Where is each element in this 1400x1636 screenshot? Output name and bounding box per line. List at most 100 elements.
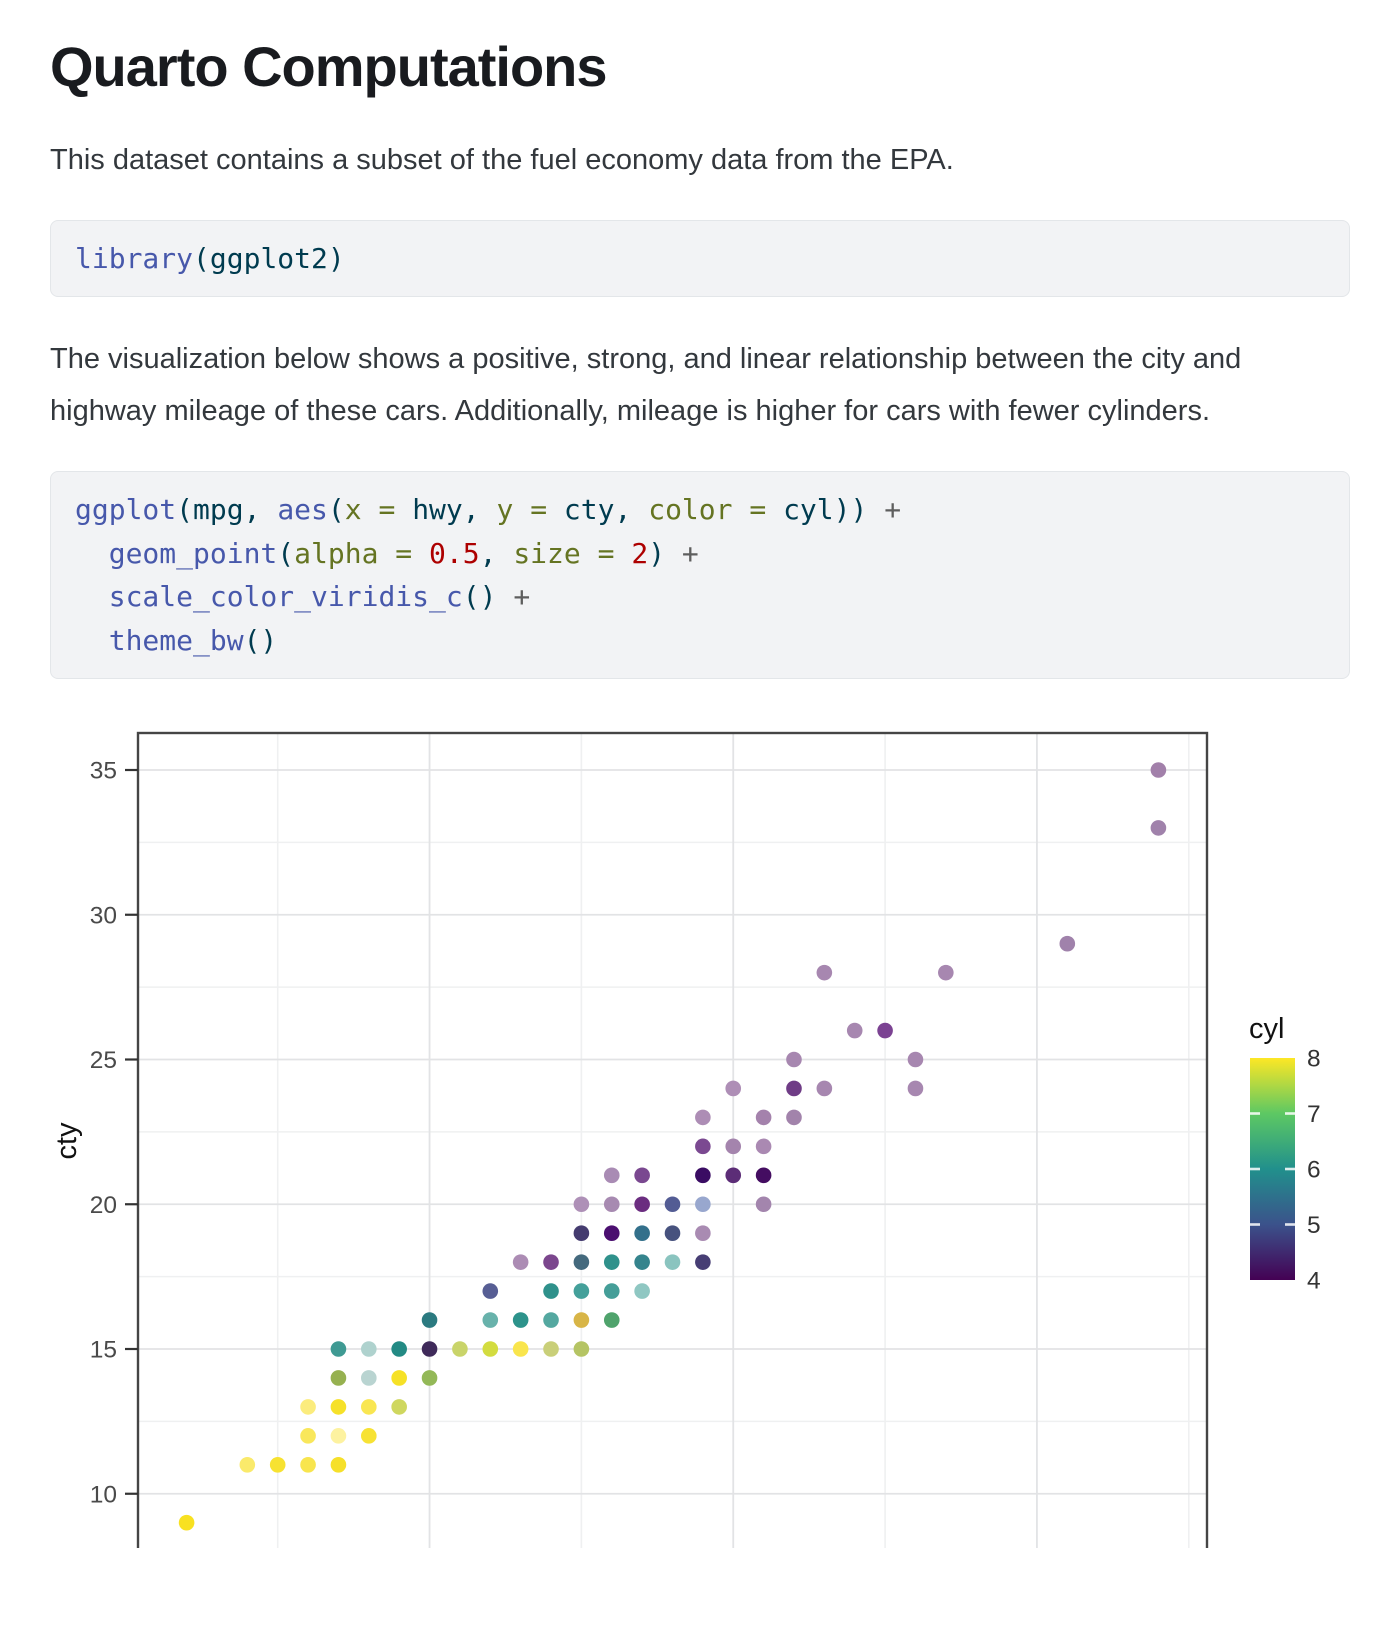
data-point: [361, 1341, 377, 1357]
panel-border: [136, 731, 1209, 1572]
data-point: [330, 1428, 347, 1444]
data-point: [330, 1399, 347, 1415]
data-point: [573, 1196, 590, 1213]
data-point: [239, 1457, 256, 1473]
scatter-plot: 35 30 25 20 15 10 cty cyl 8 7 6 5 4: [51, 731, 1321, 1572]
data-point: [634, 1225, 650, 1242]
document: Quarto Computations This dataset contain…: [0, 35, 1400, 1572]
data-point: [482, 1341, 499, 1357]
code-block-library: library(ggplot2): [50, 219, 1350, 298]
data-point: [482, 1312, 499, 1328]
code-token: alpha =: [294, 536, 430, 570]
code-block-ggplot: ggplot(mpg, aes(x = hwy, y = cty, color …: [50, 471, 1350, 680]
code-token: library: [75, 241, 194, 275]
data-point: [361, 1399, 377, 1415]
code-token: x =: [344, 493, 413, 527]
data-point: [603, 1225, 620, 1242]
data-point: [907, 1080, 924, 1097]
data-point: [603, 1254, 620, 1271]
data-point: [512, 1312, 529, 1328]
data-point: [512, 1254, 529, 1271]
data-point: [573, 1312, 590, 1328]
data-point: [695, 1225, 711, 1242]
code-line: theme_bw(): [75, 619, 1325, 663]
y-tick-label: 20: [90, 1192, 117, 1219]
data-point: [786, 1051, 802, 1068]
data-point: [603, 1283, 620, 1299]
data-point: [664, 1254, 681, 1271]
y-axis-title: cty: [51, 1122, 83, 1160]
data-point: [421, 1370, 438, 1386]
code-token: ggplot: [75, 493, 177, 527]
data-point: [391, 1399, 407, 1415]
data-point: [786, 1109, 802, 1126]
legend-tick-label: 8: [1307, 1046, 1321, 1073]
code-token: ,: [479, 536, 514, 570]
code-token: theme_bw: [108, 623, 244, 657]
data-point: [603, 1196, 620, 1213]
data-point: [603, 1312, 620, 1328]
y-tick-label: 10: [90, 1481, 117, 1508]
code-token: cyl)): [783, 493, 885, 527]
data-point: [816, 964, 833, 981]
data-point: [938, 964, 954, 981]
data-point: [543, 1254, 559, 1271]
code-line: scale_color_viridis_c() +: [75, 575, 1325, 619]
data-point: [361, 1428, 377, 1444]
data-point: [664, 1196, 681, 1213]
data-point: [300, 1399, 316, 1415]
data-point: [573, 1341, 590, 1357]
data-point: [786, 1080, 802, 1097]
data-point: [421, 1312, 438, 1328]
code-token: (: [277, 536, 295, 570]
y-tick-label: 35: [90, 758, 117, 785]
data-point: [634, 1196, 650, 1213]
code-token: +: [681, 536, 699, 570]
code-token: +: [884, 493, 902, 527]
page-title: Quarto Computations: [50, 35, 608, 98]
y-tick-label: 30: [90, 902, 117, 929]
code-token: cty,: [563, 493, 649, 527]
code-token: color =: [648, 493, 784, 527]
data-point: [391, 1370, 407, 1386]
data-point: [634, 1254, 650, 1271]
data-point: [543, 1341, 559, 1357]
code-token: (): [243, 623, 278, 657]
code-token: geom_point: [108, 536, 278, 570]
data-point: [695, 1138, 711, 1155]
intro-paragraph: This dataset contains a subset of the fu…: [50, 143, 954, 176]
data-point: [269, 1457, 286, 1473]
data-point: [1150, 820, 1167, 836]
y-tick-label: 25: [90, 1047, 117, 1074]
legend-tick-label: 5: [1307, 1212, 1321, 1239]
data-point: [573, 1254, 590, 1271]
code-token: size =: [513, 536, 632, 570]
code-token: scale_color_viridis_c: [108, 580, 463, 614]
code-token: 2: [631, 536, 649, 570]
data-point: [816, 1080, 833, 1097]
code-token: (ggplot2): [193, 241, 345, 275]
code-token: (): [462, 580, 514, 614]
data-point: [695, 1109, 711, 1126]
code-token: hwy,: [412, 493, 497, 527]
data-point: [573, 1225, 590, 1242]
data-point: [573, 1283, 590, 1299]
data-point: [330, 1370, 347, 1386]
data-point: [664, 1225, 681, 1242]
code-line: geom_point(alpha = 0.5, size = 2) +: [75, 532, 1325, 576]
code-token: (: [327, 493, 345, 527]
code-token: y =: [496, 493, 564, 527]
code-ggplot: ggplot(mpg, aes(x = hwy, y = cty, color …: [75, 488, 1325, 662]
data-point: [543, 1312, 559, 1328]
data-point: [695, 1196, 711, 1213]
data-point: [755, 1167, 772, 1184]
data-point: [482, 1283, 499, 1299]
code-token: (mpg,: [176, 493, 278, 527]
legend-tick-label: 6: [1307, 1157, 1321, 1184]
code-token: [75, 624, 109, 657]
data-point: [725, 1138, 742, 1155]
data-point: [512, 1341, 529, 1357]
data-point: [725, 1167, 742, 1184]
code-token: +: [513, 580, 531, 614]
data-point: [543, 1283, 559, 1299]
